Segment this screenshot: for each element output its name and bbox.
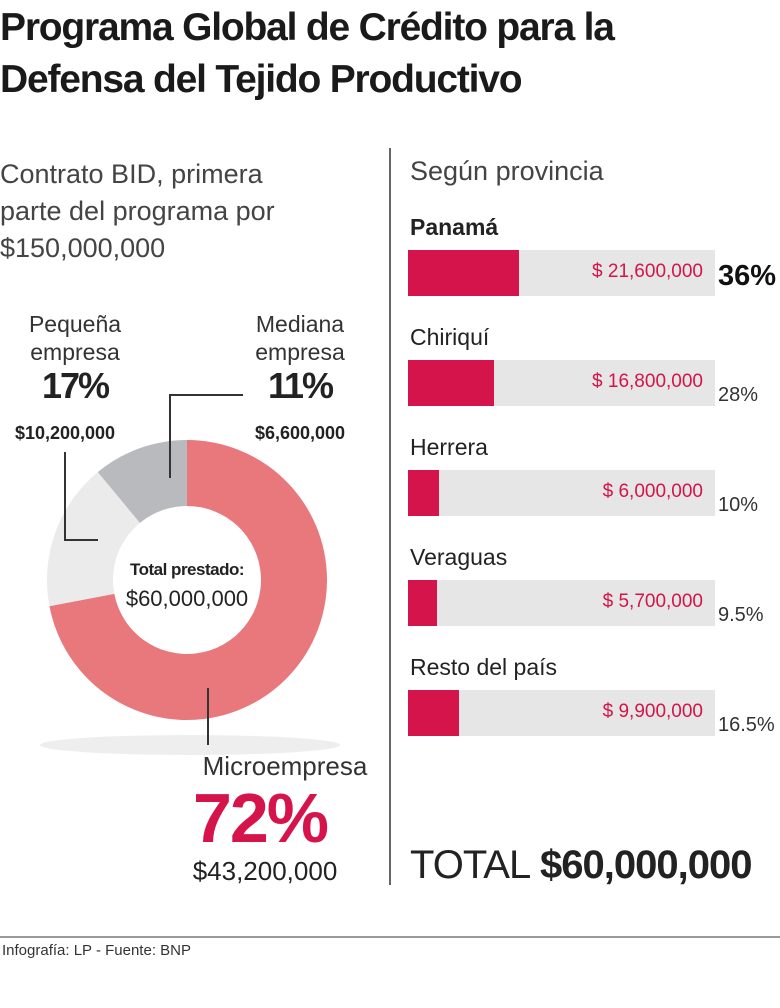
value-label: $ 16,800,000 <box>592 371 703 392</box>
bar-track <box>408 580 715 626</box>
percent-label: 28% <box>718 384 759 406</box>
bar <box>408 250 519 296</box>
category-label: Herrera <box>410 434 488 460</box>
percent-label: 9.5% <box>718 604 764 626</box>
value-label: $ 21,600,000 <box>592 261 703 282</box>
donut-slice <box>49 440 327 720</box>
leader-line <box>169 394 243 478</box>
value-label: $ 6,000,000 <box>602 481 703 502</box>
slice-amount-label: $43,200,000 <box>192 856 338 886</box>
category-label: Chiriquí <box>410 324 490 350</box>
value-label: $ 9,900,000 <box>602 701 703 722</box>
title: Programa Global de Crédito para la Defen… <box>0 6 615 101</box>
slice-amount-label: $6,600,000 <box>254 423 346 443</box>
bar <box>408 360 494 406</box>
value-label: $ 5,700,000 <box>602 591 703 612</box>
bar <box>408 580 438 626</box>
leader-line <box>64 452 98 541</box>
category-label: Resto del país <box>410 654 558 680</box>
bar-track <box>408 690 715 736</box>
total-label: TOTAL <box>410 843 531 887</box>
slice-label: Pequeña empresa <box>28 311 122 365</box>
donut-slice <box>97 440 187 523</box>
bar-track <box>408 470 715 516</box>
center-text: $60,000,000 <box>125 586 249 611</box>
slice-label: Mediana empresa <box>255 311 345 365</box>
total-text: $60,000,000 <box>540 843 752 887</box>
slice-value-label: 72% <box>192 779 329 857</box>
slice-value-label: 17% <box>41 365 110 406</box>
source: Infografía: LP - Fuente: BNP <box>2 942 191 959</box>
category-label: Veraguas <box>410 544 508 570</box>
bar <box>408 690 459 736</box>
bar <box>408 470 439 516</box>
category-label: Panamá <box>410 214 499 240</box>
percent-label: 36% <box>718 260 777 292</box>
bar-chart-title: Según provincia <box>410 156 604 186</box>
percent-label: 10% <box>718 494 759 516</box>
center-title: Total prestado: <box>129 560 245 579</box>
slice-label: Microempresa <box>202 751 368 781</box>
slice-value-label: 11% <box>267 365 334 406</box>
percent-label: 16.5% <box>718 714 775 736</box>
shadow <box>40 735 340 755</box>
slice-amount-label: $10,200,000 <box>14 423 116 443</box>
subtitle: Contrato BID, primera parte del programa… <box>0 159 275 263</box>
